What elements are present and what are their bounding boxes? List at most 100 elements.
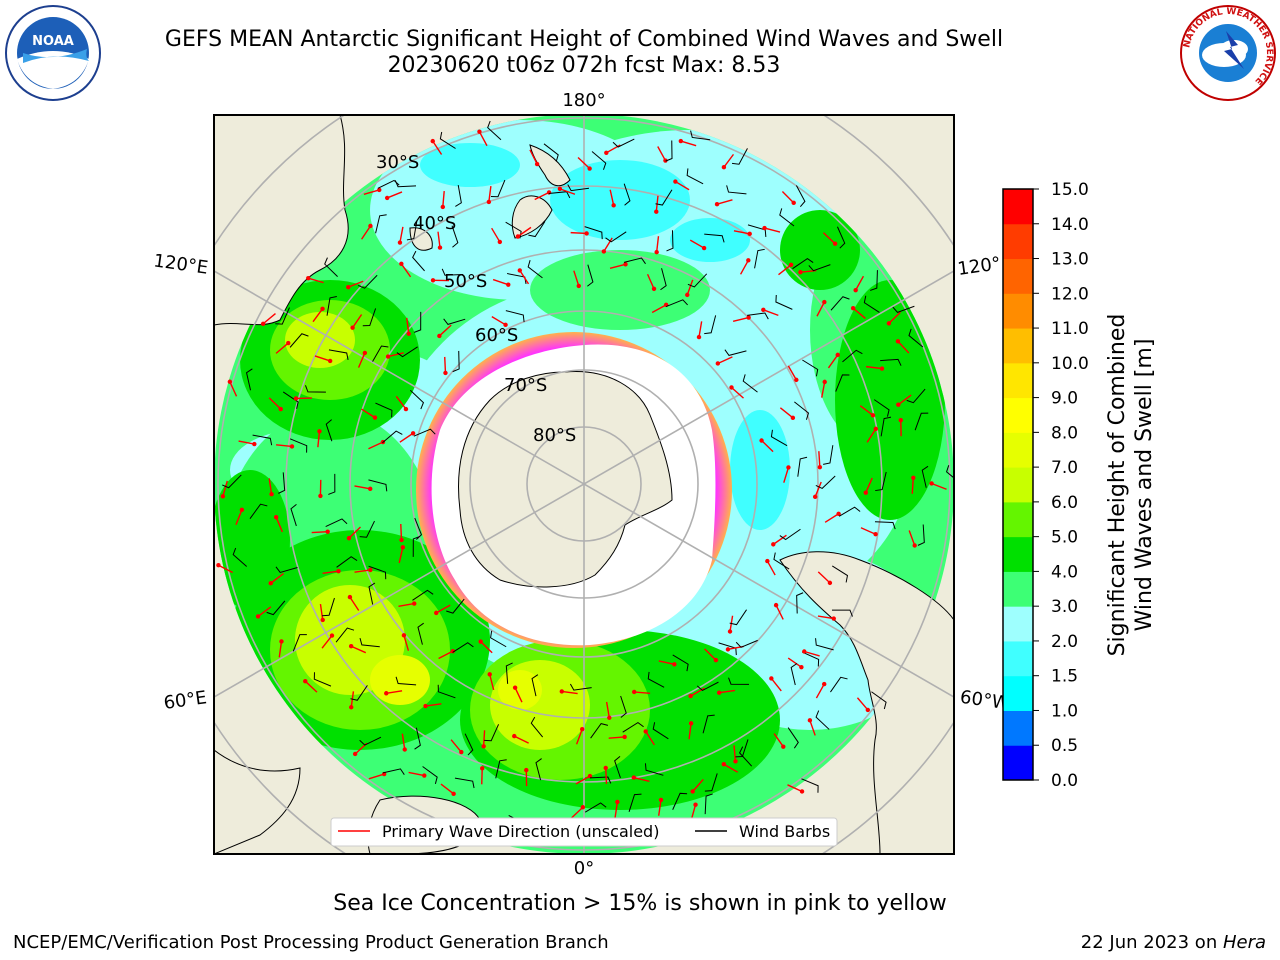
wave-direction-arrow: [787, 784, 803, 793]
wave-direction-arrow: [645, 731, 655, 746]
wind-barb: [584, 802, 607, 813]
wave-arrow-head: [853, 287, 858, 293]
wave-direction-arrow: [781, 191, 795, 204]
wind-barb: [357, 274, 378, 289]
wind-barb: [655, 189, 673, 206]
wave-arrow-head: [372, 415, 378, 420]
wave-arrow-head: [685, 292, 690, 298]
wave-direction-arrow: [398, 547, 404, 564]
wave-arrow-head: [786, 465, 791, 470]
wind-barb: [796, 592, 804, 614]
wave-direction-arrow: [322, 570, 339, 574]
wind-barb: [417, 622, 424, 645]
wave-direction-arrow: [772, 534, 787, 545]
wind-barb: [567, 184, 590, 192]
wave-arrow-head: [273, 515, 279, 520]
wave-arrow-head: [714, 201, 720, 207]
colorbar-segment: [1003, 606, 1033, 642]
wave-arrow-head: [873, 532, 878, 537]
lat-label-50s: 50°S: [444, 271, 487, 292]
wave-arrow-head: [865, 707, 871, 713]
wind-barb: [328, 473, 336, 495]
wave-direction-arrow: [731, 386, 744, 399]
wave-arrow-head: [480, 766, 485, 771]
wave-arrow-head: [478, 639, 483, 644]
colorbar-tick-label: 10.0: [1051, 354, 1089, 374]
wave-arrow-head: [807, 718, 813, 723]
wind-barb: [738, 746, 753, 767]
wind-barb: [620, 695, 627, 718]
wave-arrow-head: [623, 262, 628, 267]
map-legend: Primary Wave Direction (unscaled) Wind B…: [330, 817, 838, 847]
wave-arrow-head: [604, 150, 609, 156]
wave-direction-arrow: [573, 270, 580, 287]
wave-arrow-head: [721, 165, 727, 170]
wave-arrow-head: [651, 286, 657, 292]
colorbar-tick-label: 9.0: [1051, 389, 1078, 409]
wave-arrow-head: [836, 511, 841, 516]
wind-barb: [375, 402, 393, 418]
wave-arrow-head: [320, 617, 325, 623]
wind-barb: [464, 733, 474, 756]
wind-barb: [815, 475, 836, 490]
wind-barb: [414, 517, 423, 540]
wind-barb: [413, 311, 422, 333]
wind-barb: [704, 315, 717, 335]
wave-arrow-head: [831, 616, 836, 621]
wave-arrow-head: [769, 676, 774, 681]
wave-direction-arrow: [888, 311, 901, 324]
wave-direction-arrow: [368, 441, 384, 450]
wind-barb: [278, 472, 286, 494]
legend-wind: Wind Barbs: [739, 822, 830, 841]
lat-label-60s: 60°S: [475, 325, 518, 346]
wave-arrow-head: [587, 166, 592, 171]
wave-direction-arrow: [348, 280, 364, 288]
wave-direction-arrow: [931, 482, 947, 490]
wave-direction-arrow: [561, 690, 578, 695]
wave-direction-arrow: [491, 227, 501, 243]
wind-barb: [754, 248, 765, 269]
wave-direction-arrow: [268, 397, 282, 410]
wind-barb: [647, 671, 665, 688]
footer-date-text: 22 Jun 2023 on: [1080, 932, 1223, 953]
wave-direction-arrow: [395, 395, 407, 410]
wave-direction-arrow: [770, 678, 782, 692]
wave-direction-arrow: [817, 571, 831, 584]
wave-direction-arrow: [314, 355, 331, 362]
wind-barb: [368, 582, 376, 605]
wave-arrow-head: [517, 268, 522, 273]
wind-barb: [792, 257, 814, 270]
wave-direction-arrow: [257, 606, 272, 617]
wave-arrow-head: [759, 438, 764, 443]
wind-barb: [690, 130, 711, 141]
wave-arrow-head: [227, 379, 233, 384]
wave-direction-arrow: [804, 650, 820, 657]
wave-direction-arrow: [897, 394, 912, 406]
wave-arrow-head: [713, 657, 719, 663]
wave-arrow-head: [896, 402, 901, 407]
wind-barb: [728, 677, 750, 685]
lon-label-0: 0°: [574, 858, 594, 879]
wave-arrow-head: [368, 567, 373, 573]
wave-arrow-head: [320, 306, 325, 311]
lon-label-60e: 60°E: [162, 687, 208, 714]
wave-direction-arrow: [723, 153, 735, 168]
wind-barb: [612, 138, 635, 148]
wave-direction-arrow: [406, 317, 410, 334]
noaa-logo: NOAA: [5, 5, 101, 101]
wind-barb: [372, 345, 389, 362]
wind-barb: [906, 388, 926, 404]
wave-arrow-head: [765, 558, 770, 564]
wave-arrow-head: [368, 486, 373, 492]
wind-barb: [908, 328, 924, 348]
wave-direction-arrow: [646, 273, 655, 290]
wave-direction-arrow: [614, 801, 619, 818]
wave-direction-arrow: [570, 231, 587, 235]
wave-arrow-head: [336, 568, 341, 574]
wind-barb: [275, 566, 298, 574]
wave-arrow-head: [450, 648, 456, 654]
wave-arrow-head: [771, 542, 776, 547]
wave-arrow-head: [325, 529, 330, 534]
wave-arrow-head: [822, 379, 827, 385]
wave-direction-arrow: [717, 356, 733, 365]
